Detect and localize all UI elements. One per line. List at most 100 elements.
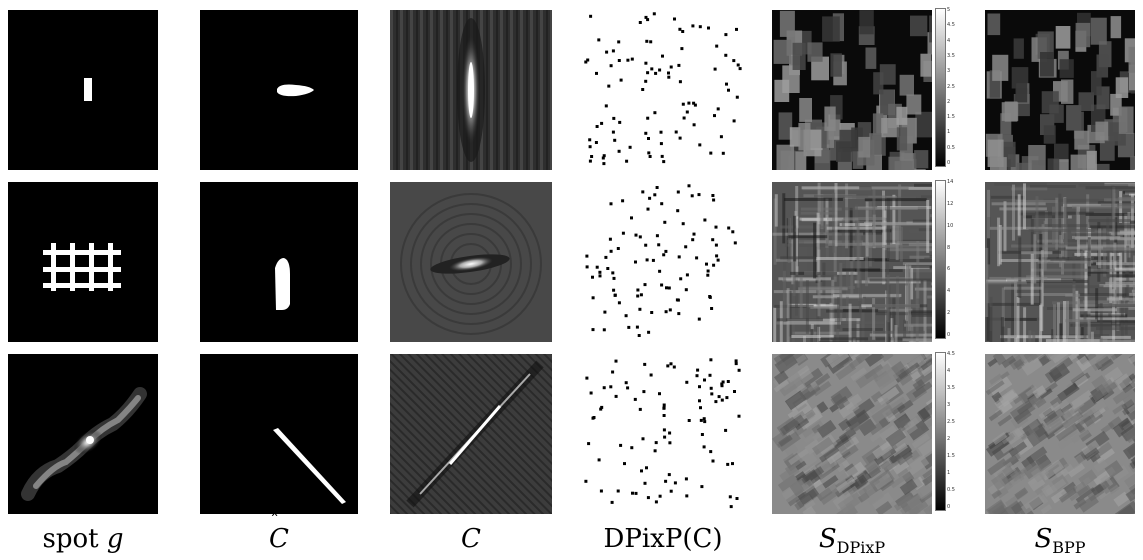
texture-patch <box>1086 150 1097 170</box>
texture-patch <box>864 221 932 225</box>
pixel-dot <box>673 481 677 485</box>
texture-patch <box>1075 22 1091 48</box>
texture-patch <box>914 183 932 187</box>
pixel-dot <box>654 500 658 504</box>
pixel-dot <box>638 235 642 239</box>
texture-patch <box>873 72 884 95</box>
texture-patch <box>919 489 932 504</box>
texture-patch <box>830 318 861 322</box>
texture-patch <box>1080 314 1128 318</box>
texture-patch <box>803 434 815 444</box>
texture-patch <box>826 226 886 230</box>
texture-patch <box>1091 71 1102 96</box>
texture-patch <box>986 499 1008 514</box>
texture-patch <box>1010 187 1048 191</box>
pixel-dot <box>608 237 612 241</box>
texture-patch <box>852 195 887 199</box>
texture-patch <box>1110 16 1122 39</box>
texture-patch <box>1058 487 1077 503</box>
texture-patch <box>908 267 911 332</box>
colorbar-tick-label: 0.5 <box>947 487 955 493</box>
pixel-dot <box>595 125 599 128</box>
texture-patch <box>1130 156 1135 170</box>
pixel-dot <box>644 79 648 83</box>
texture-patch <box>861 295 865 342</box>
pixel-dot <box>676 209 680 213</box>
texture-patch <box>849 207 853 262</box>
texture-patch <box>822 16 840 42</box>
texture-patch <box>1052 465 1065 478</box>
texture-patch <box>1083 312 1087 342</box>
texture-patch <box>811 56 829 81</box>
texture-patch <box>1108 484 1120 495</box>
texture-patch <box>894 161 912 170</box>
texture-patch <box>788 448 809 466</box>
texture-patch <box>866 490 885 506</box>
chat-grid-image <box>200 182 358 342</box>
pixel-dot <box>731 230 735 234</box>
pixel-dot <box>636 288 640 292</box>
texture-patch <box>1044 285 1104 289</box>
texture-patch <box>795 471 806 481</box>
texture-patch <box>989 70 1001 98</box>
texture-patch <box>1025 280 1089 283</box>
texture-patch <box>1078 469 1098 487</box>
texture-patch <box>916 407 932 423</box>
pixel-dot <box>646 116 650 120</box>
pixel-dot <box>708 295 712 298</box>
texture-patch <box>816 257 864 260</box>
texture-patch <box>789 127 801 147</box>
texture-patch <box>1097 201 1135 205</box>
pixel-dot <box>614 394 618 398</box>
pixel-dot <box>616 247 620 250</box>
pixel-dot <box>589 391 593 395</box>
texture-patch <box>889 444 913 464</box>
texture-patch <box>890 318 894 342</box>
texture-patch <box>1014 279 1017 337</box>
dpixp-grid-image <box>580 180 745 342</box>
texture-patch <box>987 358 998 368</box>
texture-patch <box>1115 77 1129 98</box>
pixel-dot <box>638 307 642 311</box>
pixel-dot <box>710 307 714 310</box>
colorbar-row2 <box>935 180 946 339</box>
texture-patch <box>1014 487 1029 500</box>
pixel-dot <box>667 71 670 75</box>
texture-patch <box>807 42 823 62</box>
pixel-dot <box>609 64 613 68</box>
texture-patch <box>908 269 932 273</box>
pixel-dot <box>716 258 720 262</box>
pixel-dot <box>709 151 713 155</box>
texture-patch <box>1078 92 1094 111</box>
texture-patch <box>855 258 890 262</box>
pixel-dot <box>612 116 616 120</box>
texture-patch <box>1115 277 1135 281</box>
texture-patch <box>1011 244 1068 248</box>
texture-patch <box>1012 184 1015 241</box>
texture-patch <box>822 262 826 300</box>
texture-patch <box>872 441 893 460</box>
texture-patch <box>884 244 932 248</box>
texture-patch <box>896 106 908 125</box>
texture-patch <box>1093 459 1108 473</box>
texture-patch <box>1011 276 1015 337</box>
texture-patch <box>792 42 806 70</box>
pixel-dot <box>724 33 728 37</box>
pixel-dot <box>725 82 728 86</box>
pixel-dot <box>641 88 645 91</box>
texture-patch <box>1079 317 1135 321</box>
texture-patch <box>906 419 930 441</box>
texture-patch <box>988 409 1004 422</box>
colorbar-tick-label: 10 <box>947 222 954 229</box>
texture-patch <box>1074 374 1089 388</box>
texture-patch <box>872 113 884 136</box>
texture-patch <box>871 186 932 190</box>
texture-patch <box>1100 203 1135 207</box>
texture-patch <box>894 325 898 342</box>
texture-patch <box>880 354 894 362</box>
texture-patch <box>1127 402 1135 414</box>
pixel-dot <box>682 116 686 120</box>
texture-patch <box>1020 494 1045 514</box>
pixel-dot <box>712 263 716 267</box>
texture-patch <box>1062 411 1084 429</box>
